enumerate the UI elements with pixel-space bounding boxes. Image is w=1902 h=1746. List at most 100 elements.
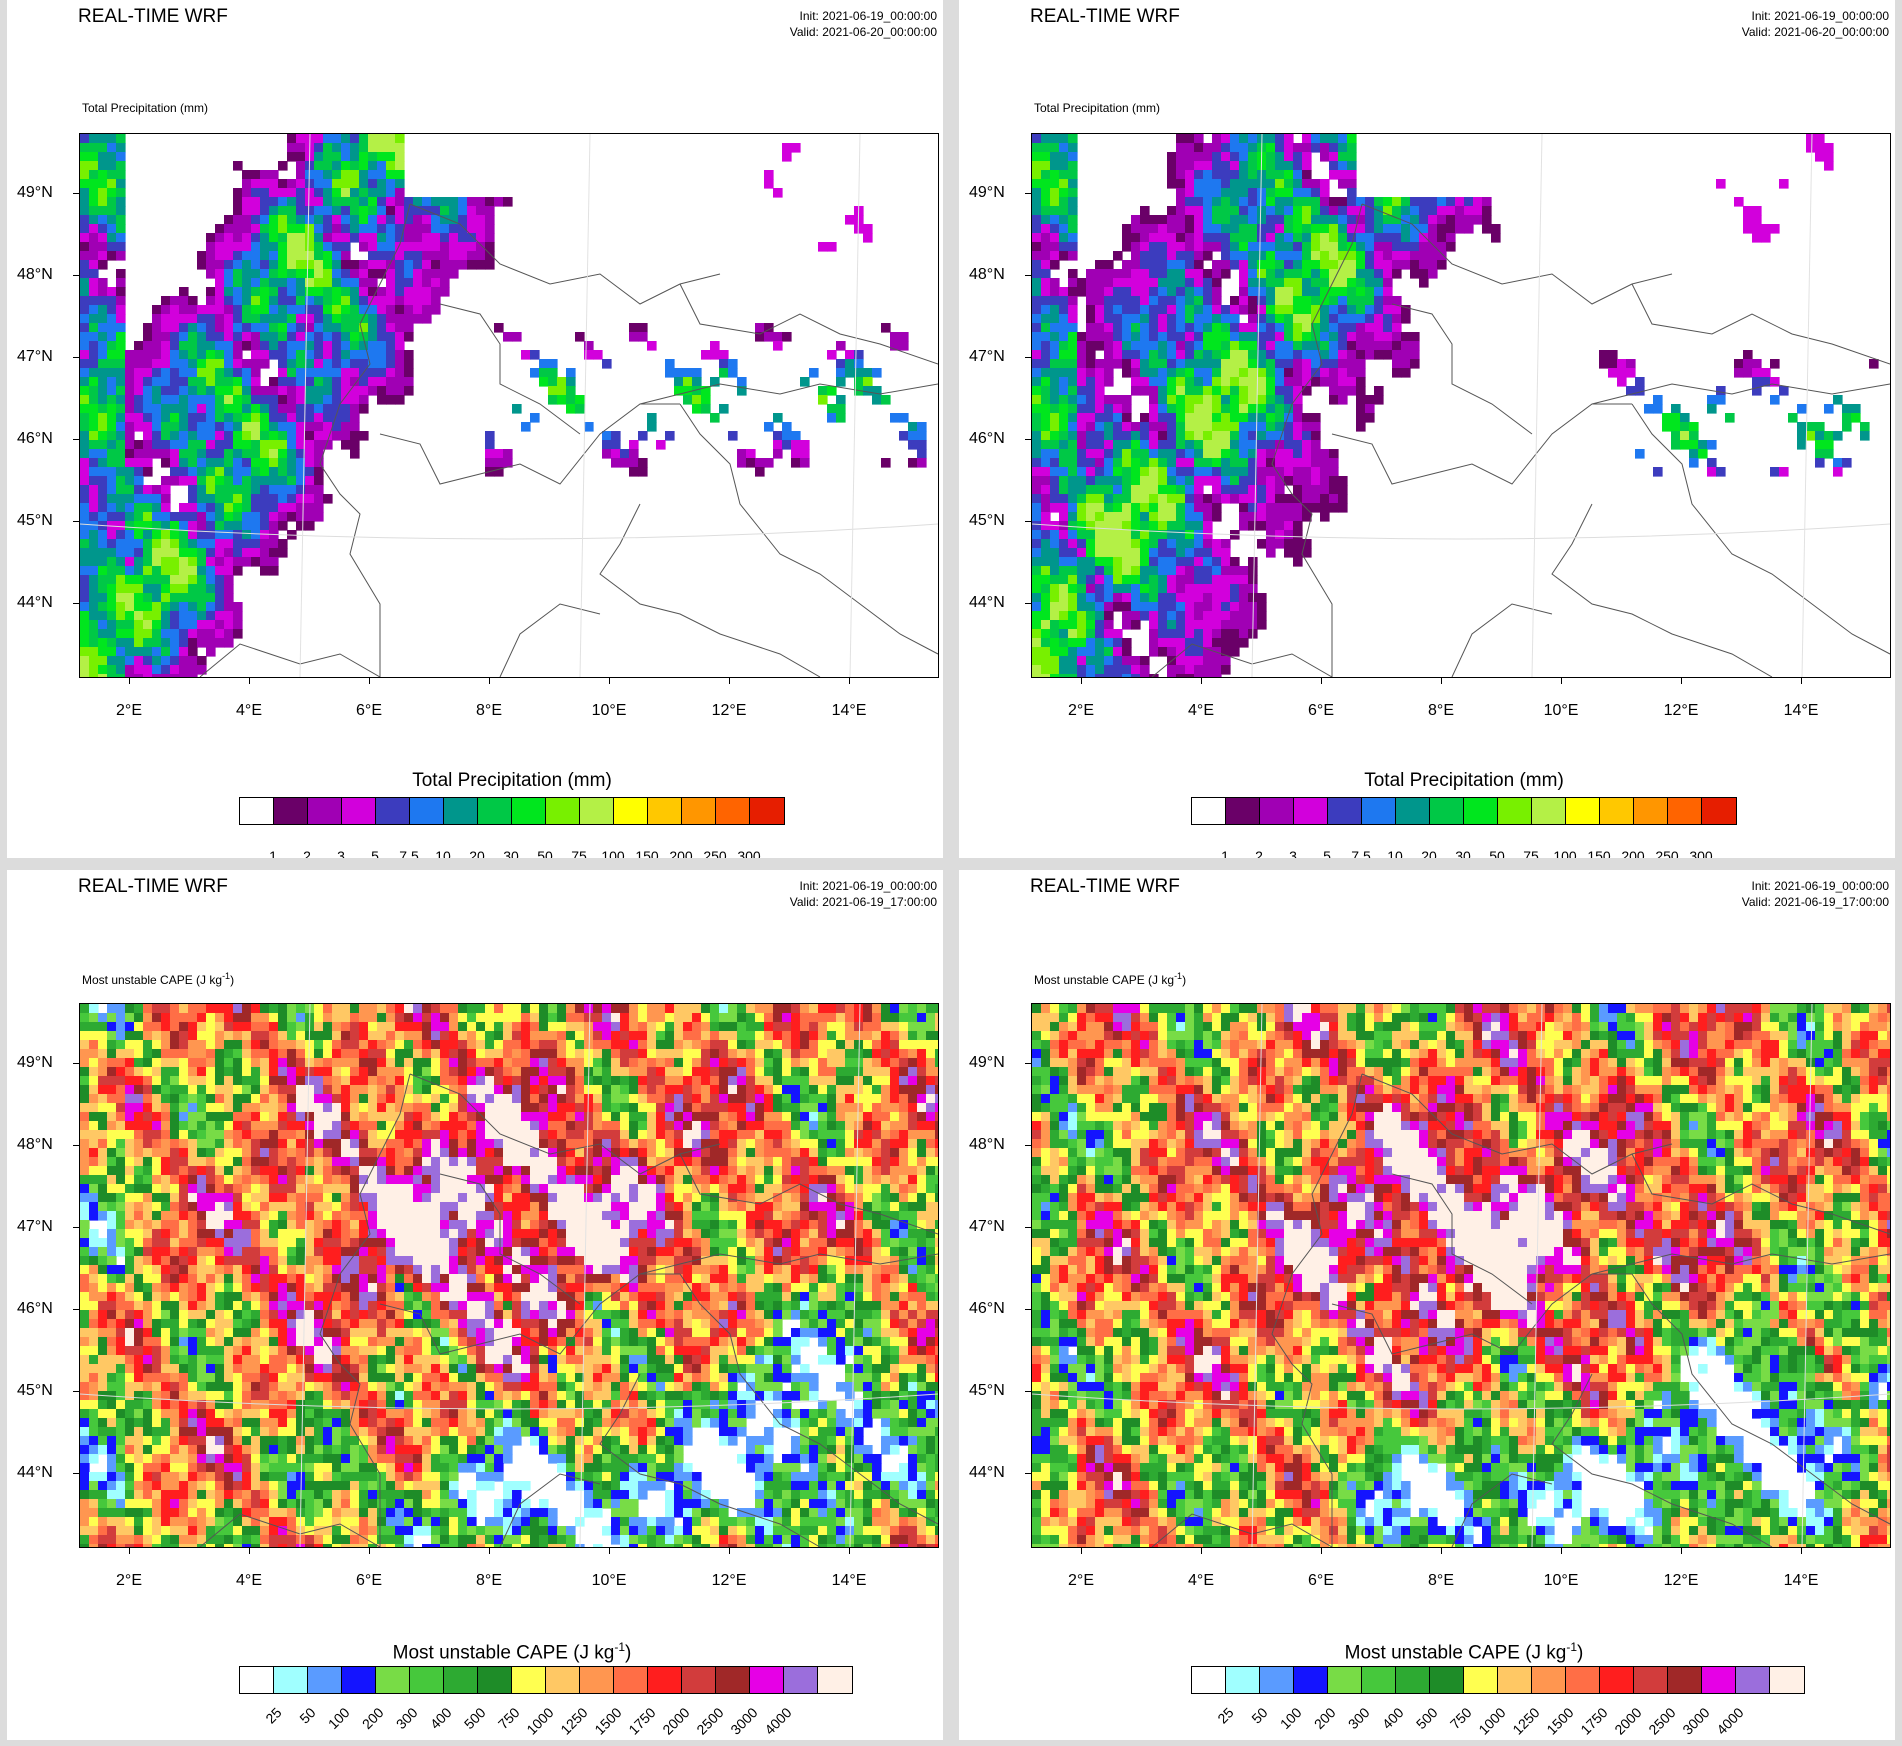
field-cell: [359, 1013, 369, 1023]
field-cell: [1374, 242, 1384, 252]
field-cell: [1680, 422, 1690, 432]
field-cell: [1410, 233, 1420, 243]
field-cell: [1131, 341, 1141, 351]
field-cell: [152, 1076, 162, 1086]
field-cell: [665, 1067, 675, 1077]
field-cell: [386, 1058, 396, 1068]
field-cell: [1329, 467, 1339, 477]
field-cell: [1095, 314, 1105, 324]
field-cell: [233, 404, 243, 414]
field-cell: [197, 1004, 207, 1014]
field-cell: [1392, 368, 1402, 378]
field-cell: [323, 1049, 333, 1059]
field-cell: [179, 332, 189, 342]
field-cell: [485, 1076, 495, 1086]
field-cell: [755, 1022, 765, 1032]
lon-tick: [1201, 678, 1202, 684]
field-cell: [233, 215, 243, 225]
field-cell: [125, 350, 135, 360]
field-cell: [1122, 224, 1132, 234]
field-cell: [296, 431, 306, 441]
field-cell: [1041, 449, 1051, 459]
field-cell: [125, 620, 135, 630]
field-cell: [1806, 431, 1816, 441]
field-cell: [1203, 674, 1213, 677]
labelbar-swatch: [716, 798, 750, 824]
field-cell: [1338, 233, 1348, 243]
field-cell: [152, 1085, 162, 1095]
field-cell: [1617, 368, 1627, 378]
field-cell: [224, 566, 234, 576]
field-cell: [845, 215, 855, 225]
field-cell: [1320, 341, 1330, 351]
field-cell: [1149, 449, 1159, 459]
field-cell: [269, 476, 279, 486]
field-cell: [1338, 296, 1348, 306]
field-cell: [161, 323, 171, 333]
field-cell: [1185, 377, 1195, 387]
field-cell: [1347, 269, 1357, 279]
field-cell: [350, 440, 360, 450]
field-cell: [476, 1004, 486, 1014]
field-cell: [170, 1067, 180, 1077]
lon-tick: [129, 678, 130, 684]
field-cell: [827, 1031, 837, 1041]
field-cell: [1275, 143, 1285, 153]
field-cell: [1113, 296, 1123, 306]
field-cell: [116, 170, 126, 180]
field-cell: [1122, 233, 1132, 243]
field-cell: [116, 530, 126, 540]
field-cell: [224, 1085, 234, 1095]
field-cell: [1356, 224, 1366, 234]
field-cell: [764, 1058, 774, 1068]
field-cell: [656, 1076, 666, 1086]
lon-tick: [1561, 678, 1562, 684]
field-cell: [1077, 440, 1087, 450]
field-cell: [1149, 503, 1159, 513]
field-cell: [530, 1067, 540, 1077]
field-cell: [1032, 215, 1042, 225]
field-cell: [1266, 170, 1276, 180]
field-cell: [1149, 530, 1159, 540]
field-cell: [386, 341, 396, 351]
field-cell: [728, 368, 738, 378]
field-cell: [260, 440, 270, 450]
field-cell: [1446, 215, 1456, 225]
field-cell: [602, 1004, 612, 1014]
labelbar-tick-label: 30: [503, 848, 519, 858]
field-cell: [1158, 440, 1168, 450]
field-cell: [206, 1013, 216, 1023]
field-cell: [1059, 179, 1069, 189]
field-cell: [1113, 359, 1123, 369]
field-cell: [1176, 629, 1186, 639]
field-cell: [278, 287, 288, 297]
field-cell: [350, 341, 360, 351]
field-cell: [1374, 341, 1384, 351]
field-cell: [197, 1049, 207, 1059]
field-cell: [215, 305, 225, 315]
labelbar-swatch: [342, 798, 376, 824]
field-cell: [1041, 512, 1051, 522]
field-cell: [287, 1049, 297, 1059]
field-cell: [251, 476, 261, 486]
field-cell: [98, 332, 108, 342]
field-cell: [1185, 422, 1195, 432]
field-cell: [881, 1049, 891, 1059]
labelbar-tick-label: 300: [1689, 848, 1713, 858]
field-cell: [323, 1031, 333, 1041]
field-cell: [1347, 197, 1357, 207]
field-cell: [1185, 323, 1195, 333]
field-cell: [1176, 260, 1186, 270]
field-cell: [791, 1058, 801, 1068]
field-cell: [746, 449, 756, 459]
field-cell: [413, 1085, 423, 1095]
field-cell: [665, 1004, 675, 1014]
field-cell: [134, 1040, 144, 1050]
field-cell: [1284, 359, 1294, 369]
field-cell: [305, 188, 315, 198]
field-cell: [1059, 485, 1069, 495]
field-cell: [1158, 566, 1168, 576]
field-cell: [1212, 305, 1222, 315]
field-cell: [116, 647, 126, 657]
field-cell: [1320, 251, 1330, 261]
